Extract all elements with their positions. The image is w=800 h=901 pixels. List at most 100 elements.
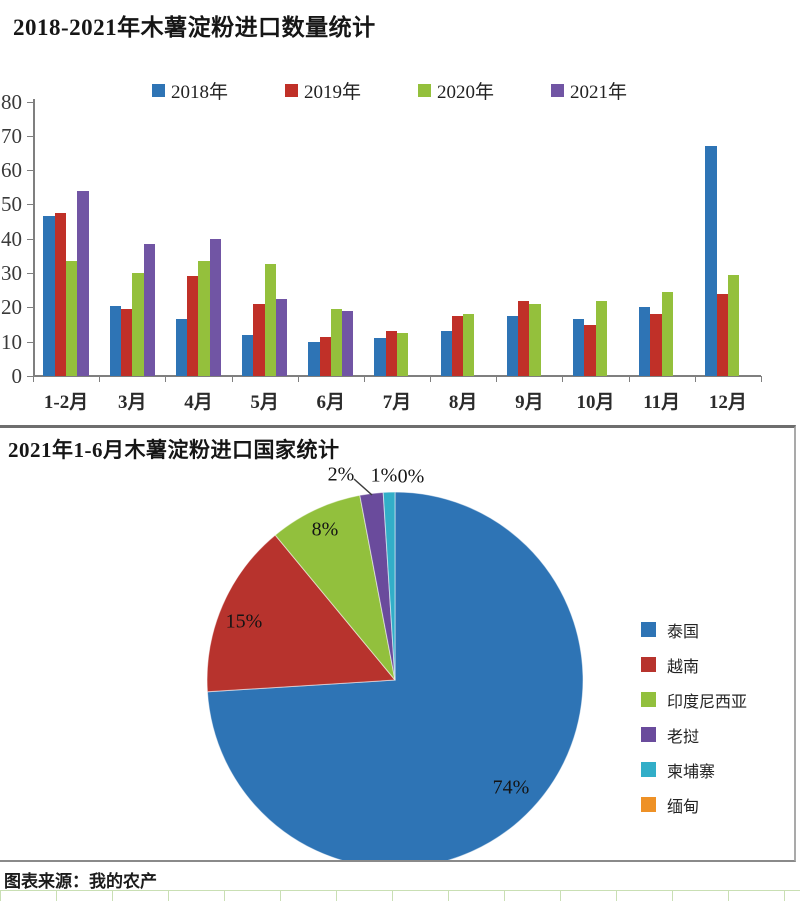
bar-2019-g4 [253, 303, 265, 376]
legend-item-2018: 2018年 [152, 77, 228, 104]
x-axis-tick [761, 376, 762, 382]
legend-label-2020: 2020年 [437, 82, 495, 103]
y-axis-label: 60 [1, 158, 22, 183]
callout-leader-line [353, 478, 373, 496]
pie-slice-indonesia [274, 494, 396, 681]
bar-2019-g10 [650, 314, 662, 376]
pie-percent-label-myanmar: 0% [397, 465, 425, 488]
bar-2018-g6 [374, 338, 386, 376]
y-axis-label: 10 [1, 329, 22, 354]
legend-swatch-2021 [551, 84, 565, 97]
legend-label-2021: 2021年 [570, 82, 628, 103]
pie-legend-swatch-cambodia [641, 762, 656, 777]
x-axis-label: 8月 [448, 392, 478, 413]
y-axis-tick [27, 376, 33, 377]
bar-2020-g1 [66, 261, 78, 376]
x-axis-tick [694, 376, 696, 382]
x-axis-label: 6月 [316, 392, 346, 413]
pie-chart-section: 2021年1-6月木薯淀粉进口国家统计 74% 15% 8% 2% 1% 0% 泰国 越南印… [0, 425, 796, 862]
y-axis-label: 80 [1, 89, 22, 114]
y-axis-tick [27, 238, 33, 240]
pie-percent-label-thailand: 74% [492, 776, 530, 799]
pie-legend-item-myanmar: 缅甸 [641, 787, 747, 822]
pie-percent-label-indonesia: 8% [311, 518, 339, 541]
legend-item-2019: 2019年 [285, 77, 361, 104]
y-axis-tick [27, 273, 33, 275]
x-axis-tick [363, 376, 365, 382]
bar-2019-g3 [187, 276, 199, 376]
bar-chart-title: 2018-2021年木薯淀粉进口数量统计 [13, 15, 376, 40]
legend-item-2020: 2020年 [418, 77, 494, 104]
bar-2018-g7 [440, 331, 452, 376]
y-axis-tick [27, 101, 33, 103]
pie-legend-label-laos: 老挝 [667, 728, 700, 746]
bar-2019-g6 [385, 331, 397, 376]
pie-legend-swatch-laos [641, 727, 656, 742]
x-axis-label: 10月 [576, 392, 615, 413]
pie-chart-legend: 泰国 越南 印度尼西亚 老挝 柬埔寨 缅甸 [641, 612, 747, 822]
bar-2018-g10 [639, 307, 651, 376]
x-axis-tick [562, 376, 564, 382]
pie-legend-item-indonesia: 印度尼西亚 [641, 682, 747, 717]
pie-legend-swatch-myanmar [641, 797, 656, 812]
pie-chart-graphic [206, 478, 584, 860]
pie-legend-swatch-thailand [641, 622, 656, 637]
bar-2020-g2 [132, 273, 144, 376]
y-axis-line [33, 98, 35, 377]
bar-2019-g5 [319, 336, 331, 376]
y-axis-label: 20 [1, 295, 22, 320]
x-axis-label: 12月 [708, 392, 747, 413]
pie-legend-item-vietnam: 越南 [641, 647, 747, 682]
y-axis-label: 50 [1, 192, 22, 217]
bar-2020-g8 [529, 303, 541, 376]
pie-legend-label-myanmar: 缅甸 [667, 798, 700, 816]
x-axis-label: 3月 [118, 392, 147, 413]
y-axis-label: 30 [1, 261, 22, 286]
y-axis-tick [27, 170, 33, 172]
bar-chart-legend: 2018年 2019年 2020年 2021年 [152, 77, 627, 104]
bar-2019-g2 [120, 309, 133, 376]
x-axis-label: 4月 [184, 392, 213, 413]
y-axis-tick [27, 341, 33, 343]
bar-2020-g6 [397, 333, 409, 376]
bar-2021-g1 [77, 190, 89, 376]
bar-2021-g2 [143, 243, 155, 376]
pie-legend-swatch-vietnam [641, 657, 656, 672]
x-axis-line [33, 375, 761, 377]
pie-legend-label-vietnam: 越南 [667, 658, 700, 676]
pie-percent-label-laos: 2% [327, 463, 355, 486]
bar-2020-g3 [198, 261, 210, 376]
pie-percent-label-vietnam: 15% [225, 610, 263, 633]
bar-2020-g7 [463, 314, 475, 376]
bar-chart-section: 2018-2021年木薯淀粉进口数量统计 2018年 2019年 2020年 2021… [0, 0, 800, 429]
bar-2020-g11 [727, 274, 740, 376]
bar-2018-g3 [175, 319, 188, 376]
x-axis-tick [297, 376, 299, 382]
x-axis-label: 5月 [250, 392, 279, 413]
pie-slice-cambodia [382, 491, 396, 681]
bar-2019-g11 [716, 293, 728, 376]
bar-2018-g4 [242, 334, 254, 376]
legend-swatch-2018 [152, 84, 165, 97]
x-axis-tick [165, 376, 167, 382]
bar-2018-g5 [308, 341, 320, 376]
x-axis-label: 11月 [643, 392, 681, 413]
x-axis-label: 9月 [515, 392, 544, 413]
y-axis-tick [27, 135, 33, 137]
bar-2018-g2 [109, 305, 121, 376]
bar-2021-g5 [342, 310, 354, 376]
x-axis-tick [231, 376, 233, 382]
bar-2018-g8 [506, 315, 519, 376]
pie-chart-title: 2021年1-6月木薯淀粉进口国家统计 [8, 438, 340, 462]
bar-2018-g9 [572, 319, 585, 376]
x-axis-tick [99, 376, 101, 382]
pie-slice-vietnam [206, 534, 397, 693]
bar-2019-g8 [518, 300, 530, 376]
bar-2020-g5 [330, 309, 343, 376]
bar-chart-plot: 0 10 20 30 40 50 60 70 80 1-2月 3月 4月 5月 6月 7月 8月 9月 10月 11… [0, 0, 800, 429]
y-axis-label: 70 [1, 123, 22, 148]
pie-legend-swatch-indonesia [641, 692, 656, 707]
x-axis-tick [430, 376, 432, 382]
x-axis-tick [33, 376, 34, 382]
